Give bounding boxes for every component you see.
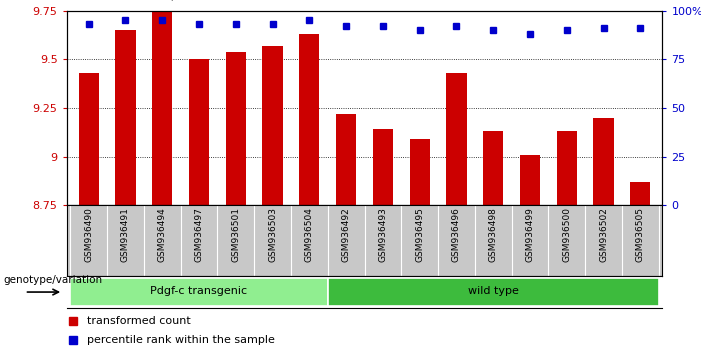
Text: GDS5320 / 10447594: GDS5320 / 10447594 xyxy=(102,0,250,2)
Text: GSM936498: GSM936498 xyxy=(489,207,498,262)
Text: GSM936493: GSM936493 xyxy=(379,207,388,262)
Bar xyxy=(116,30,135,205)
Bar xyxy=(594,118,613,205)
Text: GSM936497: GSM936497 xyxy=(194,207,203,262)
Bar xyxy=(630,182,651,205)
Bar xyxy=(557,131,577,205)
Text: GSM936504: GSM936504 xyxy=(305,207,314,262)
Text: transformed count: transformed count xyxy=(88,316,191,326)
Bar xyxy=(299,34,320,205)
Text: GSM936490: GSM936490 xyxy=(84,207,93,262)
Text: GSM936491: GSM936491 xyxy=(121,207,130,262)
Bar xyxy=(70,278,328,306)
Text: wild type: wild type xyxy=(468,286,519,296)
Text: GSM936505: GSM936505 xyxy=(636,207,645,262)
Text: genotype/variation: genotype/variation xyxy=(4,275,102,285)
Bar xyxy=(447,73,467,205)
Bar xyxy=(373,129,393,205)
Bar xyxy=(79,73,99,205)
Text: GSM936496: GSM936496 xyxy=(452,207,461,262)
Bar xyxy=(409,139,430,205)
Bar xyxy=(328,278,659,306)
Text: GSM936495: GSM936495 xyxy=(415,207,424,262)
Text: GSM936503: GSM936503 xyxy=(268,207,277,262)
Text: percentile rank within the sample: percentile rank within the sample xyxy=(88,335,275,345)
Text: Pdgf-c transgenic: Pdgf-c transgenic xyxy=(151,286,247,296)
Text: GSM936492: GSM936492 xyxy=(341,207,350,262)
Text: GSM936494: GSM936494 xyxy=(158,207,167,262)
Text: GSM936501: GSM936501 xyxy=(231,207,240,262)
Bar xyxy=(189,59,209,205)
Text: GSM936500: GSM936500 xyxy=(562,207,571,262)
Bar xyxy=(483,131,503,205)
Text: GSM936499: GSM936499 xyxy=(526,207,535,262)
Bar xyxy=(262,46,283,205)
Bar xyxy=(520,155,540,205)
Bar xyxy=(226,52,246,205)
Bar xyxy=(152,11,172,205)
Bar xyxy=(336,114,356,205)
Text: GSM936502: GSM936502 xyxy=(599,207,608,262)
